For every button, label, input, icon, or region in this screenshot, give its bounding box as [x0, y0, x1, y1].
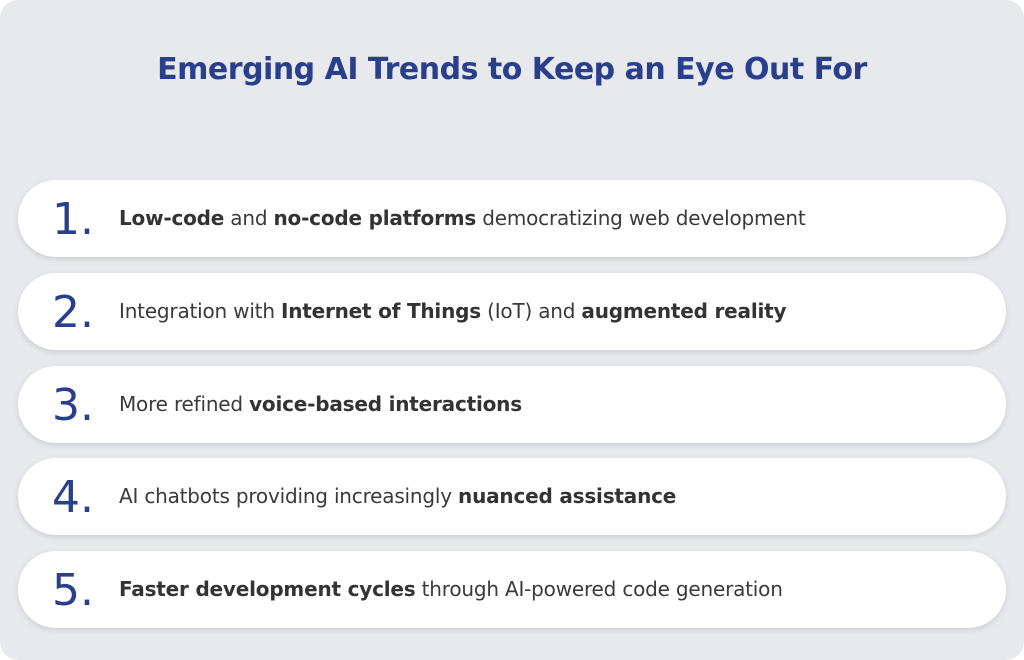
list-item: 2. Integration with Internet of Things (…	[18, 273, 1006, 350]
item-number: 2.	[52, 287, 94, 338]
text-segment: and	[224, 206, 274, 230]
list-item: 1. Low-code and no-code platforms democr…	[18, 180, 1006, 257]
item-text: More refined voice-based interactions	[119, 366, 522, 443]
text-segment: Low-code	[119, 206, 225, 230]
text-segment: democratizing web development	[476, 206, 806, 230]
list-item: 4. AI chatbots providing increasingly nu…	[18, 458, 1006, 535]
text-segment: Integration with	[119, 299, 281, 323]
text-segment: through AI-powered code generation	[415, 577, 783, 601]
text-segment: Faster development cycles	[119, 577, 416, 601]
list-item: 5. Faster development cycles through AI-…	[18, 551, 1006, 628]
text-segment: More refined	[119, 392, 250, 416]
list-item: 3. More refined voice-based interactions	[18, 366, 1006, 443]
item-text: Faster development cycles through AI-pow…	[119, 551, 783, 628]
item-text: Integration with Internet of Things (IoT…	[119, 273, 787, 350]
text-segment: AI chatbots providing increasingly	[119, 484, 459, 508]
text-segment: (IoT) and	[480, 299, 582, 323]
text-segment: nuanced assistance	[458, 484, 677, 508]
item-number: 5.	[52, 565, 94, 616]
item-number: 4.	[52, 472, 94, 523]
text-segment: voice-based interactions	[249, 392, 522, 416]
item-number: 3.	[52, 380, 94, 431]
text-segment: Internet of Things	[280, 299, 481, 323]
item-text: AI chatbots providing increasingly nuanc…	[119, 458, 676, 535]
text-segment: no-code platforms	[273, 206, 477, 230]
page-title: Emerging AI Trends to Keep an Eye Out Fo…	[157, 52, 867, 87]
text-segment: augmented reality	[581, 299, 787, 323]
item-text: Low-code and no-code platforms democrati…	[119, 180, 806, 257]
item-number: 1.	[52, 194, 94, 245]
